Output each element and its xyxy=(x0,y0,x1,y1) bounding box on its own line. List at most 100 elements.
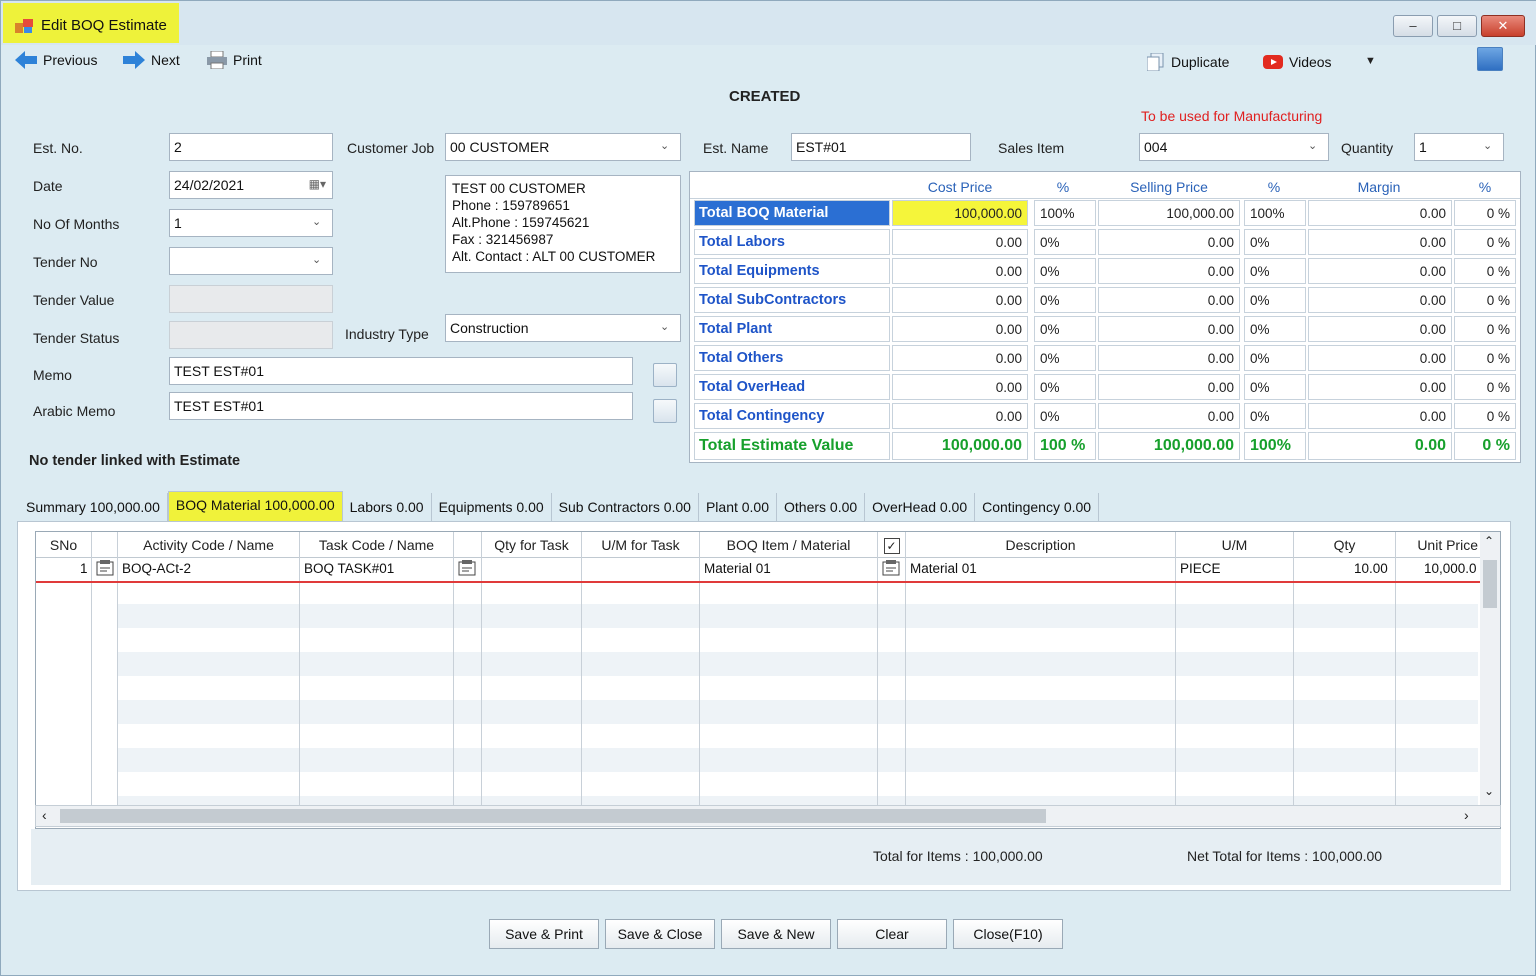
lookup-icon[interactable] xyxy=(882,560,900,576)
tab-sub-contractors[interactable]: Sub Contractors 0.00 xyxy=(552,493,699,521)
total-contingency-label[interactable]: Total Contingency xyxy=(694,403,890,429)
quantity-select[interactable]: 1 ⌄ xyxy=(1414,133,1504,161)
arabic-memo-label: Arabic Memo xyxy=(33,403,116,419)
total-subcontractors-sell: 0.00 xyxy=(1098,287,1240,313)
est-name-field[interactable]: EST#01 xyxy=(791,133,971,161)
row-um[interactable]: PIECE xyxy=(1180,561,1221,576)
next-button[interactable]: Next xyxy=(123,49,180,71)
close-button[interactable]: Close(F10) xyxy=(953,919,1063,949)
col-description xyxy=(906,558,1176,806)
tab-plant[interactable]: Plant 0.00 xyxy=(699,493,778,521)
scroll-up-icon[interactable]: ⌃ xyxy=(1484,534,1495,548)
tab-summary[interactable]: Summary 100,000.00 xyxy=(19,493,168,521)
estimate-tabs: Summary 100,000.00 BOQ Material 100,000.… xyxy=(19,491,1100,521)
save-new-button[interactable]: Save & New xyxy=(721,919,831,949)
header-material[interactable]: BOQ Item / Material xyxy=(700,532,878,558)
arabic-memo-field[interactable]: TEST EST#01 xyxy=(169,392,633,420)
header-qty[interactable]: Qty xyxy=(1294,532,1396,558)
save-print-button[interactable]: Save & Print xyxy=(489,919,599,949)
restore-layout-icon[interactable] xyxy=(1477,47,1503,71)
margin-pct-header: % xyxy=(1478,179,1492,195)
vertical-scrollbar[interactable]: ⌃ ⌄ xyxy=(1480,532,1500,806)
grid-header: SNo Activity Code / Name Task Code / Nam… xyxy=(36,532,1500,558)
row-qty[interactable]: 10.00 xyxy=(1354,561,1388,576)
vertical-scroll-thumb[interactable] xyxy=(1483,560,1497,608)
maximize-button[interactable]: □ xyxy=(1437,15,1477,37)
scroll-down-icon[interactable]: ⌄ xyxy=(1484,784,1495,798)
duplicate-button[interactable]: Duplicate xyxy=(1147,51,1229,73)
videos-dropdown-icon[interactable]: ▼ xyxy=(1365,55,1376,67)
horizontal-scrollbar[interactable]: ‹ › xyxy=(35,805,1501,827)
lookup-icon[interactable] xyxy=(458,560,476,576)
memo-save-icon[interactable] xyxy=(653,363,677,387)
header-activity[interactable]: Activity Code / Name xyxy=(118,532,300,558)
row-material[interactable]: Material 01 xyxy=(704,561,771,576)
row-activity[interactable]: BOQ-ACt-2 xyxy=(122,561,192,576)
tab-boq-material[interactable]: BOQ Material 100,000.00 xyxy=(167,491,343,521)
header-qty-task[interactable]: Qty for Task xyxy=(482,532,582,558)
total-boq-material-label[interactable]: Total BOQ Material xyxy=(694,200,890,226)
boq-material-grid[interactable]: SNo Activity Code / Name Task Code / Nam… xyxy=(35,531,1501,829)
customer-info-line: Alt. Contact : ALT 00 CUSTOMER xyxy=(452,249,656,264)
header-um-task[interactable]: U/M for Task xyxy=(582,532,700,558)
memo-field[interactable]: TEST EST#01 xyxy=(169,357,633,385)
grid-stripe xyxy=(118,700,1478,724)
total-subcontractors-sell-pct: 0% xyxy=(1244,287,1306,313)
tab-others[interactable]: Others 0.00 xyxy=(777,493,866,521)
total-others-cost: 0.00 xyxy=(892,345,1028,371)
tender-no-label: Tender No xyxy=(33,254,98,270)
horizontal-scroll-thumb[interactable] xyxy=(60,809,1046,823)
header-unit-price[interactable]: Unit Price xyxy=(1417,537,1478,553)
total-subcontractors-label[interactable]: Total SubContractors xyxy=(694,287,890,313)
date-field[interactable]: 24/02/2021 ▦▾ xyxy=(169,171,333,199)
tender-value-field xyxy=(169,285,333,313)
header-description[interactable]: Description xyxy=(906,532,1176,558)
tab-overhead[interactable]: OverHead 0.00 xyxy=(865,493,976,521)
previous-button[interactable]: Previous xyxy=(15,49,97,71)
total-boq-material-sell-pct: 100% xyxy=(1244,200,1306,226)
col-qty xyxy=(1294,558,1396,806)
header-um[interactable]: U/M xyxy=(1176,532,1294,558)
customer-job-value: 00 CUSTOMER xyxy=(450,139,550,155)
row-description[interactable]: Material 01 xyxy=(910,561,977,576)
scroll-left-icon[interactable]: ‹ xyxy=(42,807,47,823)
sales-item-select[interactable]: 004 ⌄ xyxy=(1139,133,1329,161)
scroll-right-icon[interactable]: › xyxy=(1464,807,1469,823)
total-others-label[interactable]: Total Others xyxy=(694,345,890,371)
clear-button[interactable]: Clear xyxy=(837,919,947,949)
videos-button[interactable]: Videos xyxy=(1263,51,1332,73)
tab-equipments[interactable]: Equipments 0.00 xyxy=(432,493,552,521)
lookup-icon[interactable] xyxy=(96,560,114,576)
header-task[interactable]: Task Code / Name xyxy=(300,532,454,558)
total-estimate-cost-pct: 100 % xyxy=(1034,432,1096,460)
header-select-all[interactable]: ✓ xyxy=(878,532,906,558)
calendar-icon[interactable]: ▦▾ xyxy=(308,177,326,191)
customer-job-select[interactable]: 00 CUSTOMER ⌄ xyxy=(445,133,681,161)
checkbox-checked-icon[interactable]: ✓ xyxy=(883,538,900,554)
save-close-button[interactable]: Save & Close xyxy=(605,919,715,949)
total-plant-label[interactable]: Total Plant xyxy=(694,316,890,342)
total-overhead-label[interactable]: Total OverHead xyxy=(694,374,890,400)
print-button[interactable]: Print xyxy=(207,49,262,71)
tab-labors[interactable]: Labors 0.00 xyxy=(343,493,432,521)
header-sno[interactable]: SNo xyxy=(36,532,92,558)
tender-no-select[interactable]: ⌄ xyxy=(169,247,333,275)
months-select[interactable]: 1 ⌄ xyxy=(169,209,333,237)
arabic-memo-save-icon[interactable] xyxy=(653,399,677,423)
total-equipments-label[interactable]: Total Equipments xyxy=(694,258,890,284)
row-task[interactable]: BOQ TASK#01 xyxy=(304,561,395,576)
est-no-field[interactable]: 2 xyxy=(169,133,333,161)
grid-stripe xyxy=(118,604,1478,628)
total-boq-material-cost[interactable]: 100,000.00 xyxy=(892,200,1028,226)
close-window-button[interactable]: ✕ xyxy=(1481,15,1525,37)
total-equipments-cost: 0.00 xyxy=(892,258,1028,284)
total-labors-label[interactable]: Total Labors xyxy=(694,229,890,255)
row-unit-price[interactable]: 10,000.0 xyxy=(1424,561,1477,576)
col-um-task xyxy=(582,558,700,806)
industry-type-select[interactable]: Construction ⌄ xyxy=(445,314,681,342)
col-task xyxy=(300,558,454,806)
minimize-button[interactable]: – xyxy=(1393,15,1433,37)
tab-contingency[interactable]: Contingency 0.00 xyxy=(975,493,1100,521)
total-estimate-sell-pct: 100% xyxy=(1244,432,1306,460)
